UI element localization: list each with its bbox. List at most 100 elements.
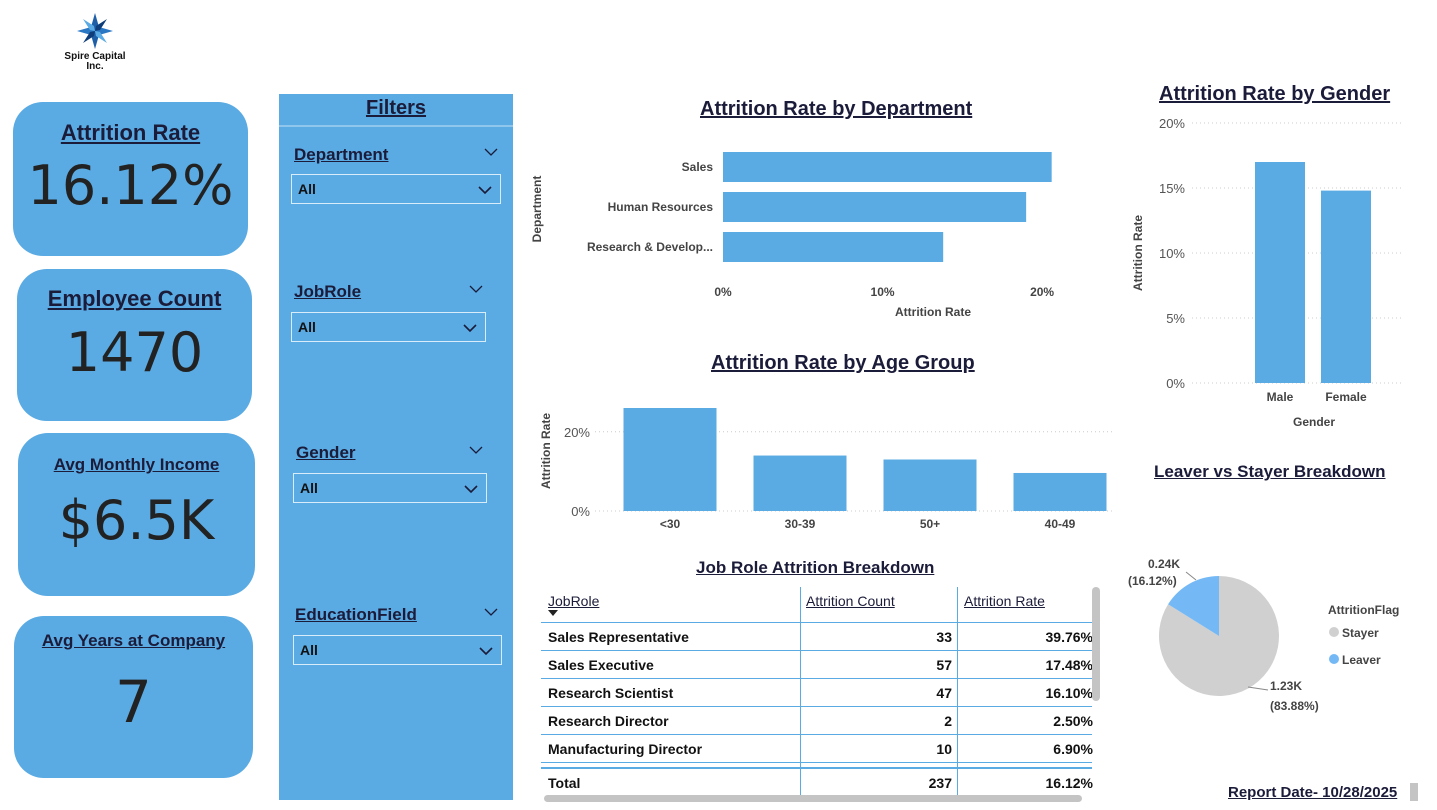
pie-slice-leaver — [1168, 576, 1219, 636]
table-row[interactable]: Sales Representative 33 39.76% — [541, 623, 1093, 651]
page-scrollbar[interactable] — [1410, 783, 1418, 801]
tick-label: 0% — [714, 285, 732, 299]
table-title: Job Role Attrition Breakdown — [696, 558, 935, 577]
table-row[interactable]: Research Director 2 2.50% — [541, 707, 1093, 735]
chevron-down-icon[interactable] — [469, 284, 483, 294]
category-label: 30-39 — [785, 517, 816, 531]
table-vertical-scrollbar[interactable] — [1092, 587, 1100, 701]
column-header-count[interactable]: Attrition Count — [806, 593, 895, 609]
chevron-down-icon[interactable] — [484, 607, 498, 617]
bar — [1013, 472, 1107, 511]
star-logo-icon — [77, 13, 113, 49]
legend-title: AttritionFlag — [1328, 603, 1399, 617]
educationfield-select[interactable]: All — [293, 635, 502, 665]
bar — [723, 152, 1052, 182]
category-label: Female — [1325, 390, 1367, 404]
cell-count: 33 — [936, 629, 952, 645]
kpi-value: 7 — [115, 668, 152, 736]
table-header-row: JobRole Attrition Count Attrition Rate — [541, 587, 1092, 623]
table-row[interactable]: Research Scientist 47 16.10% — [541, 679, 1093, 707]
cell-count: 57 — [936, 657, 952, 673]
educationfield-select-value: All — [300, 642, 318, 658]
column-header-jobrole[interactable]: JobRole — [548, 593, 600, 609]
column-header-rate[interactable]: Attrition Rate — [964, 593, 1045, 609]
legend-label: Leaver — [1342, 653, 1381, 667]
bar — [1255, 162, 1305, 383]
x-axis-label: Attrition Rate — [895, 305, 971, 319]
cell-count: 10 — [936, 741, 952, 757]
gender-chart: 0% 5% 10% 15% 20% Male Female Gender Attrition R… — [1131, 116, 1402, 429]
tick-label: 15% — [1159, 181, 1185, 196]
tick-label: 10% — [871, 285, 895, 299]
bar — [1321, 190, 1371, 383]
legend-marker-stayer — [1329, 627, 1339, 637]
table-row[interactable]: Manufacturing Director 10 6.90% — [541, 735, 1093, 763]
category-label: Sales — [682, 160, 714, 174]
age-group-chart: 0% 20% <30 30-39 50+ 40-49 Attrition Rate — [539, 408, 1115, 531]
table-row[interactable]: Sales Executive 57 17.48% — [541, 651, 1093, 679]
y-axis-label: Department — [530, 176, 544, 243]
age-chart-title: Attrition Rate by Age Group — [711, 352, 975, 374]
tick-label: 20% — [1159, 116, 1185, 131]
gender-select[interactable]: All — [293, 473, 487, 503]
filter-label-department: Department — [294, 145, 389, 164]
company-name-line1: Spire Capital — [64, 51, 126, 62]
y-axis-label: Attrition Rate — [1131, 215, 1145, 291]
jobrole-table: JobRole Attrition Count Attrition Rate S… — [541, 587, 1093, 795]
department-select[interactable]: All — [291, 174, 501, 204]
cell-count: 2 — [944, 713, 952, 729]
table-total-row: Total 237 16.12% — [541, 767, 1093, 795]
y-axis-label: Attrition Rate — [539, 413, 553, 489]
data-label: 1.23K — [1270, 679, 1302, 693]
filter-label-gender: Gender — [296, 443, 356, 462]
kpi-value: $6.5K — [58, 489, 215, 552]
data-label: (83.88%) — [1270, 699, 1319, 713]
cell-jobrole: Research Scientist — [548, 685, 674, 701]
legend-marker-leaver — [1329, 654, 1339, 664]
chevron-down-icon[interactable] — [469, 445, 483, 455]
jobrole-select[interactable]: All — [291, 312, 486, 342]
filters-title: Filters — [365, 97, 427, 119]
divider — [279, 125, 513, 127]
category-label: Male — [1267, 390, 1294, 404]
category-label: <30 — [660, 517, 681, 531]
bar — [753, 455, 847, 511]
table-horizontal-scrollbar[interactable] — [544, 795, 1082, 802]
chevron-down-icon — [463, 324, 477, 333]
cell-jobrole: Sales Executive — [548, 657, 654, 673]
cell-jobrole: Sales Representative — [548, 629, 689, 645]
leaver-stayer-pie: 0.24K (16.12%) 1.23K (83.88%) AttritionFlag S… — [1128, 557, 1399, 713]
kpi-card-attrition-rate: Attrition Rate 16.12% — [13, 102, 248, 256]
cell-rate: 17.48% — [1045, 657, 1093, 673]
company-name-line2: Inc. — [86, 61, 104, 72]
sort-desc-icon[interactable] — [548, 610, 558, 616]
chevron-down-icon — [478, 186, 492, 195]
category-label: Research & Develop... — [587, 240, 713, 254]
bar — [623, 408, 717, 511]
tick-label: 0% — [571, 504, 590, 519]
cell-rate: 2.50% — [1053, 713, 1093, 729]
column-divider — [957, 587, 958, 795]
tick-label: 20% — [564, 425, 590, 440]
filter-label-educationfield: EducationField — [295, 605, 417, 624]
total-rate: 16.12% — [1045, 775, 1093, 791]
filters-panel: Filters Department All JobRole All Gende… — [279, 94, 513, 800]
category-label: 40-49 — [1045, 517, 1076, 531]
data-label: 0.24K — [1148, 557, 1180, 571]
total-count: 237 — [928, 775, 952, 791]
data-label: (16.12%) — [1128, 574, 1177, 588]
bar — [723, 232, 944, 262]
cell-count: 47 — [936, 685, 952, 701]
department-chart: Sales Human Resources Research & Develop..… — [530, 152, 1054, 319]
kpi-card-avg-monthly-income: Avg Monthly Income $6.5K — [18, 433, 255, 596]
gender-select-value: All — [300, 480, 318, 496]
column-divider — [800, 587, 801, 795]
chevron-down-icon[interactable] — [484, 147, 498, 157]
tick-label: 5% — [1166, 311, 1185, 326]
kpi-card-employee-count: Employee Count 1470 — [17, 269, 252, 421]
gender-chart-title: Attrition Rate by Gender — [1159, 83, 1391, 105]
leader-line — [1185, 571, 1197, 581]
tick-label: 0% — [1166, 376, 1185, 391]
report-date: Report Date- 10/28/2025 — [1228, 784, 1398, 801]
cell-jobrole: Research Director — [548, 713, 669, 729]
